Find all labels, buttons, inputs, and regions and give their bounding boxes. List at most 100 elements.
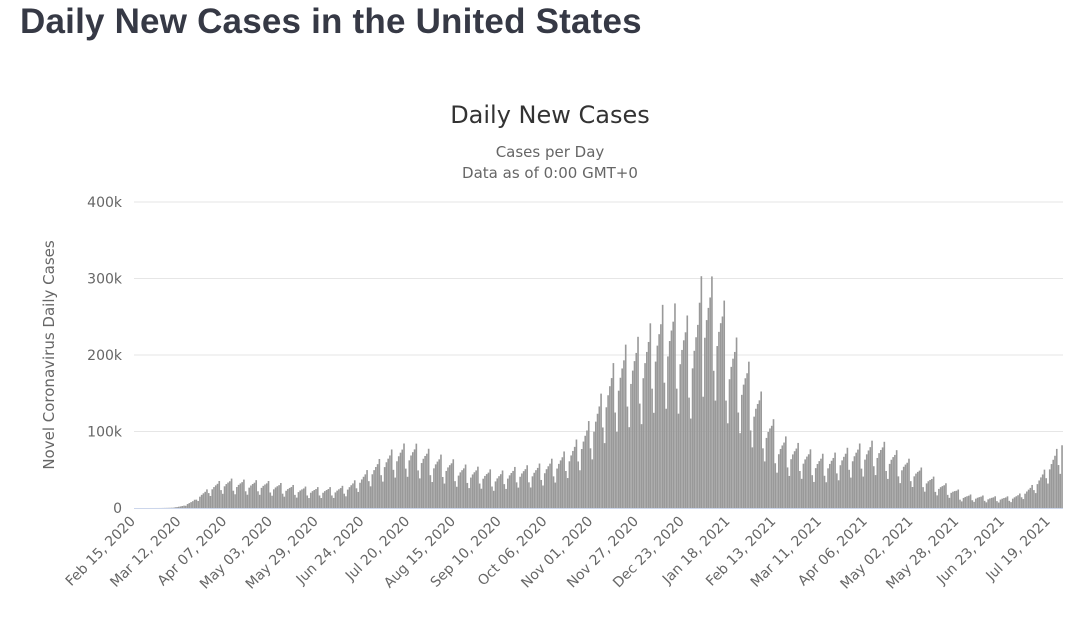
bar <box>862 476 865 508</box>
bar <box>844 453 847 508</box>
bar <box>399 452 402 508</box>
bar <box>489 469 492 508</box>
bar <box>193 499 196 508</box>
bar <box>733 351 736 508</box>
bar <box>200 494 203 508</box>
bar <box>795 448 798 508</box>
bar <box>865 454 868 508</box>
bar <box>895 450 898 508</box>
bar <box>183 505 185 508</box>
chart-title: Daily New Cases <box>450 101 650 129</box>
bar <box>452 459 455 508</box>
bar <box>211 489 214 508</box>
bar <box>359 482 361 508</box>
bar <box>1017 495 1019 508</box>
bar <box>251 484 254 508</box>
bar <box>695 337 697 508</box>
bar <box>837 480 840 508</box>
bar <box>864 459 866 508</box>
bar <box>492 490 495 508</box>
bar <box>429 475 432 508</box>
bar <box>892 457 894 508</box>
bar <box>260 487 263 508</box>
bar <box>964 496 967 508</box>
bar <box>758 400 761 508</box>
bar <box>1019 493 1021 508</box>
bar <box>417 470 419 508</box>
bar <box>874 475 877 508</box>
bar <box>776 472 778 508</box>
bar <box>577 461 580 508</box>
bar <box>582 441 585 508</box>
bar <box>396 461 398 508</box>
bar <box>301 489 303 508</box>
bar <box>1059 473 1062 508</box>
bar <box>767 431 770 508</box>
bar <box>1045 478 1048 508</box>
bar <box>730 366 733 508</box>
bar <box>542 485 544 508</box>
bar <box>967 495 970 508</box>
chart-subtitle: Cases per Day <box>496 143 605 161</box>
bar <box>316 487 319 508</box>
bar <box>818 461 821 508</box>
bar <box>959 499 961 508</box>
bar <box>339 488 342 508</box>
bar <box>385 462 388 508</box>
bar <box>1003 498 1005 508</box>
bar <box>869 447 872 508</box>
bar <box>920 467 923 508</box>
bar <box>572 450 574 508</box>
bar <box>714 400 717 508</box>
bar <box>420 463 423 508</box>
bar <box>966 496 968 508</box>
bar <box>515 482 518 508</box>
bar <box>1029 487 1032 508</box>
bar <box>749 430 752 508</box>
bar <box>475 470 477 508</box>
bar <box>177 506 180 508</box>
bar <box>202 493 205 508</box>
gridlines <box>134 201 1063 432</box>
bar <box>688 397 690 508</box>
bar <box>697 324 699 508</box>
bar <box>800 478 803 508</box>
bar <box>813 481 815 508</box>
bar <box>811 475 814 508</box>
bar <box>950 492 953 508</box>
bar <box>788 475 791 508</box>
bar <box>366 470 368 508</box>
bar <box>512 470 514 508</box>
bar <box>681 349 683 508</box>
bar <box>941 486 944 508</box>
bar <box>1011 498 1014 508</box>
bar <box>255 480 258 508</box>
bar <box>547 466 550 508</box>
bar <box>290 486 293 508</box>
bar <box>269 492 272 508</box>
bar <box>253 482 256 508</box>
bar <box>302 488 305 508</box>
bar <box>517 487 520 508</box>
bar <box>700 276 703 508</box>
bar <box>765 437 768 508</box>
bar <box>594 421 597 508</box>
bar <box>774 463 777 508</box>
bar <box>691 368 694 508</box>
bar <box>867 450 870 508</box>
bar <box>624 344 627 508</box>
bar <box>1034 493 1037 508</box>
bar <box>404 468 407 508</box>
bar <box>179 506 182 508</box>
bar <box>482 478 484 508</box>
bar <box>276 486 279 508</box>
bar <box>830 460 833 508</box>
bar <box>777 454 780 508</box>
bar <box>883 441 886 508</box>
bar <box>978 497 981 508</box>
bar <box>602 427 604 508</box>
bar <box>348 487 351 508</box>
bar <box>908 458 910 508</box>
bar <box>600 393 602 508</box>
bar <box>436 461 439 508</box>
